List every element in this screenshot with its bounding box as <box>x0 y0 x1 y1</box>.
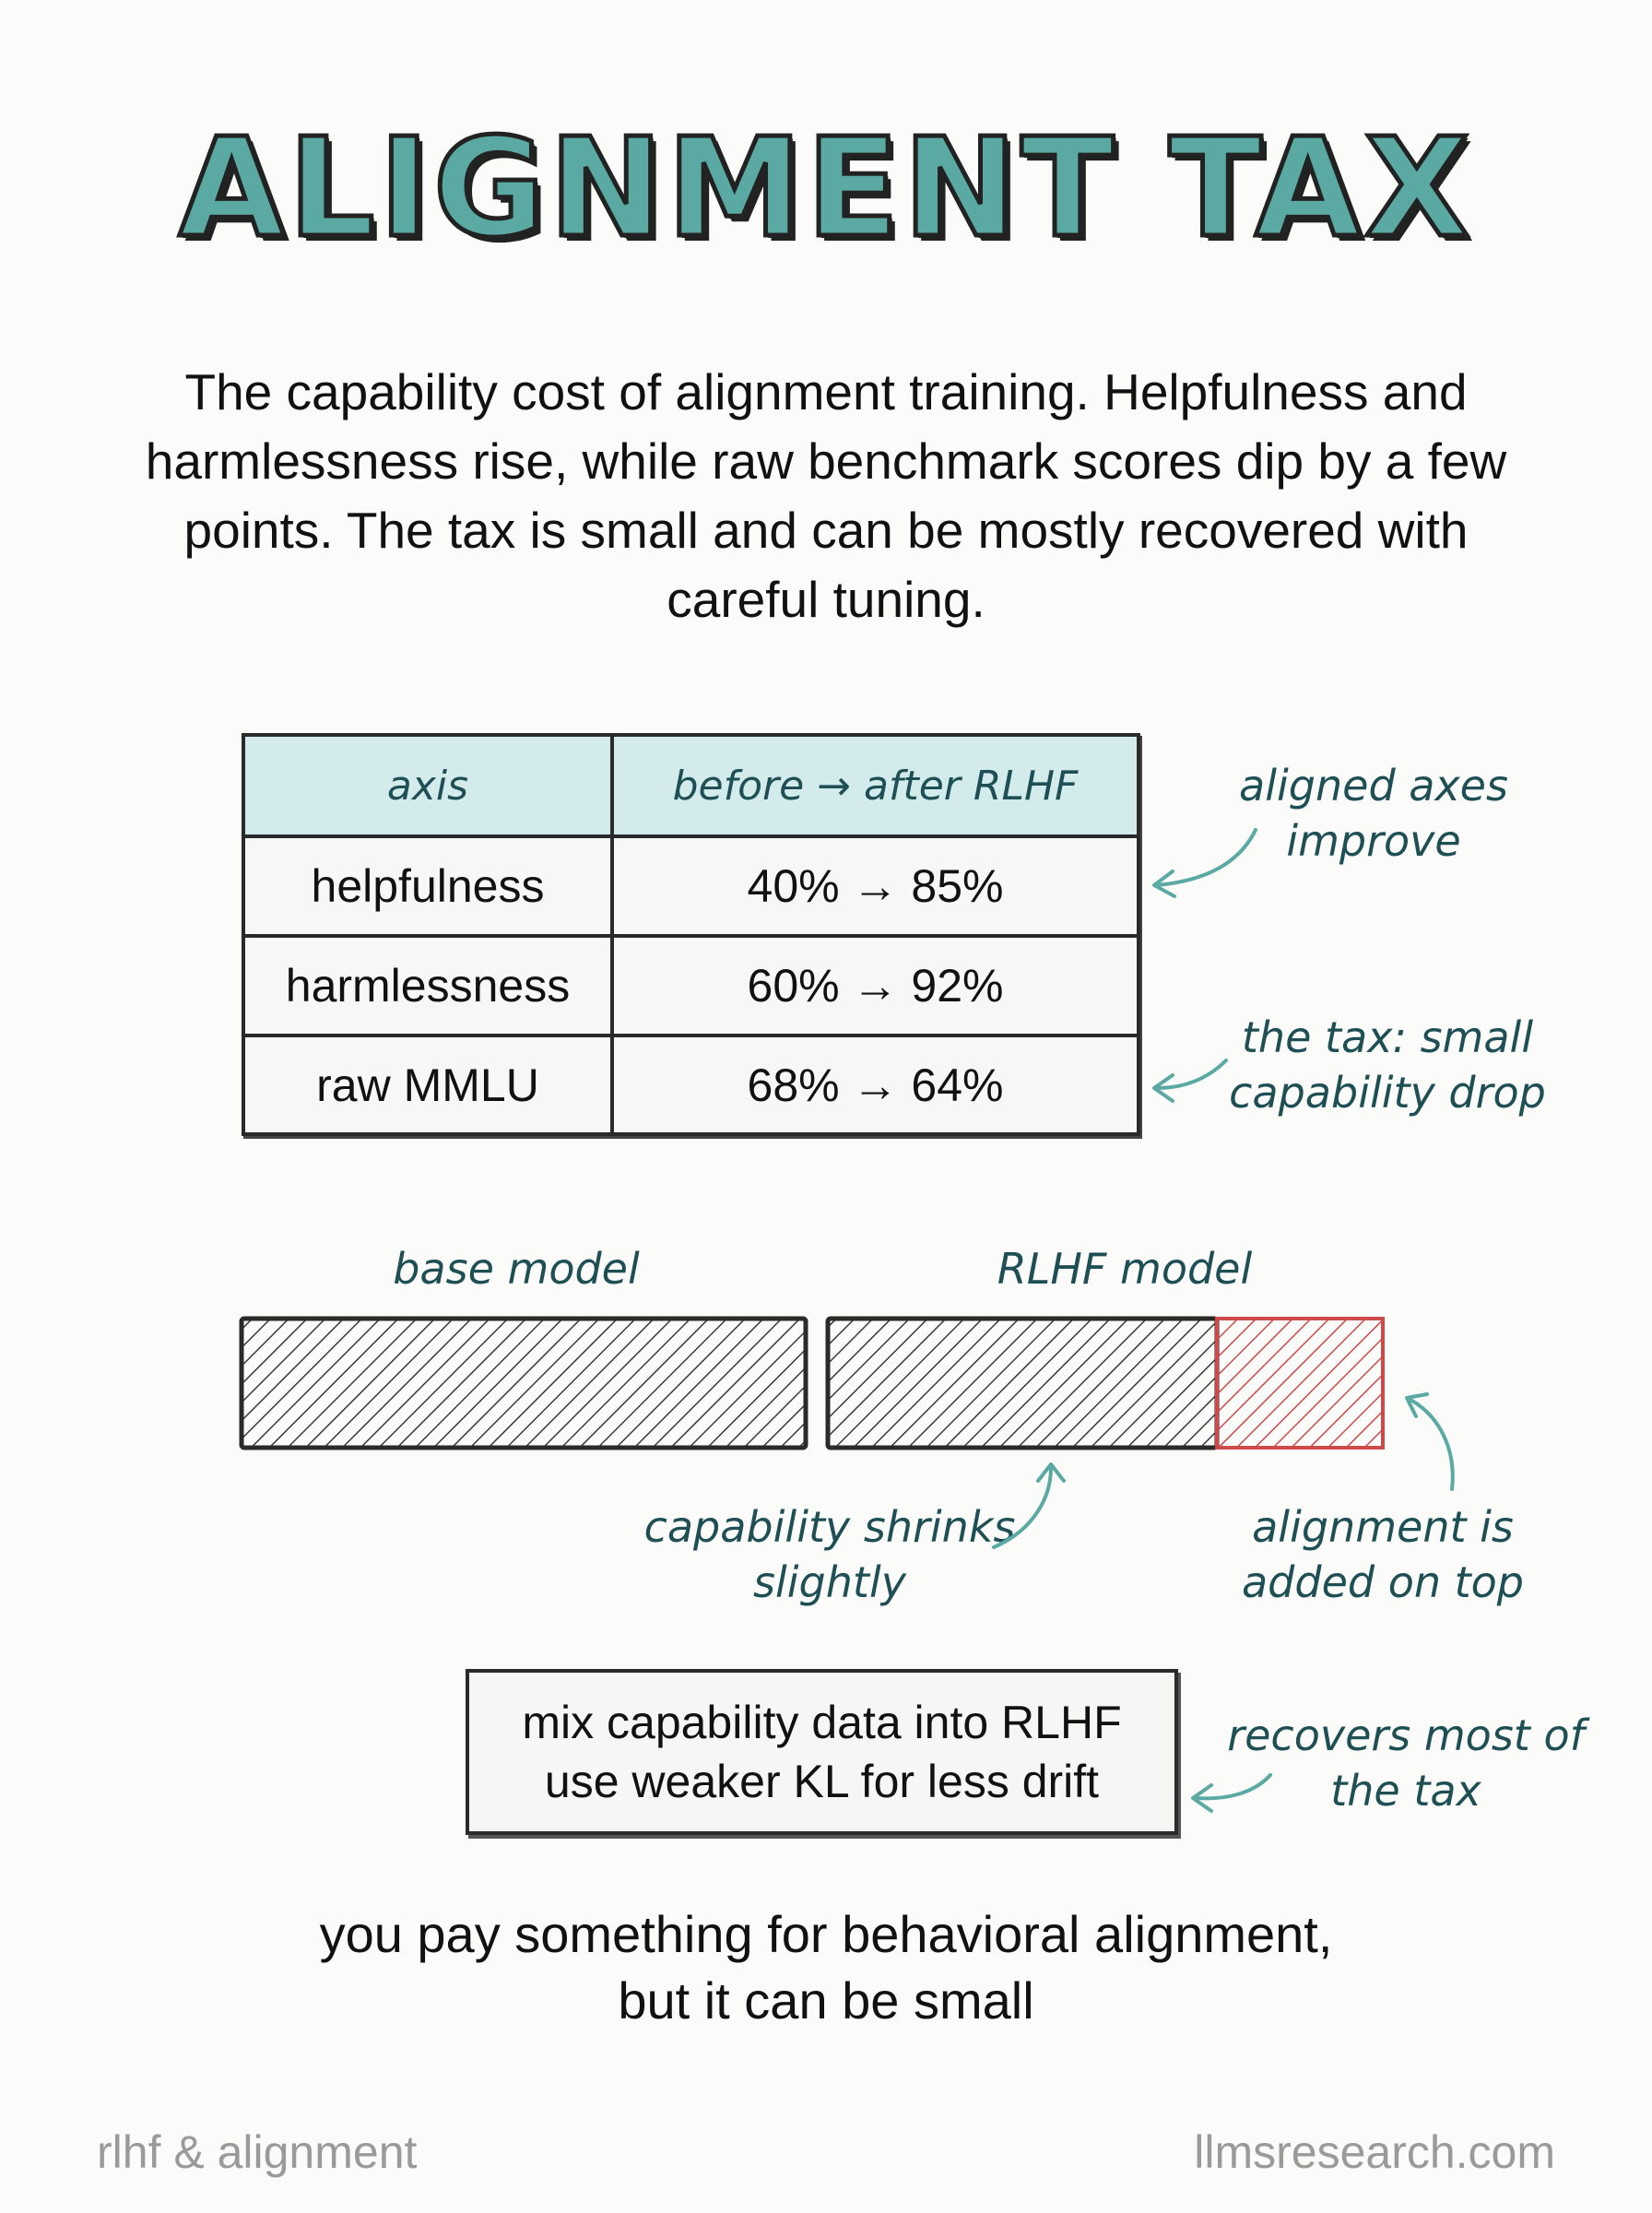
arrow-aligned-axes <box>1155 828 1257 887</box>
base-model-label: base model <box>393 1244 640 1294</box>
rlhf-model-label: RLHF model <box>997 1244 1253 1294</box>
table-cell-change: 40% → 85% <box>747 860 1004 912</box>
table-row: raw MMLU 68% → 64% <box>245 1037 1137 1132</box>
recovery-tips-box: mix capability data into RLHF use weaker… <box>466 1669 1178 1835</box>
intro-paragraph: The capability cost of alignment trainin… <box>145 363 1507 628</box>
table-cell-axis: raw MMLU <box>245 1037 614 1132</box>
rlhf-alignment-segment <box>1215 1317 1385 1450</box>
rlhf-capability-bar <box>825 1316 1220 1450</box>
table-header-change: before → after RLHF <box>672 762 1079 810</box>
footer-site: llmsresearch.com <box>1194 2126 1555 2178</box>
annotation-capability-shrinks: capability shrinks slightly <box>643 1502 1016 1607</box>
arrow-capability-shrinks <box>992 1466 1053 1549</box>
base-model-bar <box>239 1316 808 1450</box>
footer-topic: rlhf & alignment <box>97 2126 418 2178</box>
arrow-recovers <box>1195 1773 1272 1801</box>
arrow-alignment-added <box>1409 1398 1455 1491</box>
annotation-recovers: recovers most of the tax <box>1227 1710 1585 1816</box>
table-row: helpfulness 40% → 85% <box>245 838 1137 938</box>
table-cell-change: 68% → 64% <box>747 1059 1004 1111</box>
annotation-aligned-axes: aligned axes improve <box>1239 761 1508 866</box>
table-cell-axis: helpfulness <box>245 838 614 934</box>
table-cell-axis: harmlessness <box>245 938 614 1034</box>
page-title: ALIGNMENT TAX <box>176 109 1474 267</box>
annotation-tax: the tax: small capability drop <box>1229 1012 1546 1118</box>
table-row: harmlessness 60% → 92% <box>245 938 1137 1037</box>
arrow-tax <box>1155 1059 1228 1090</box>
closing-line-1: you pay something for behavioral alignme… <box>319 1905 1333 1963</box>
annotation-alignment-added: alignment is added on top <box>1241 1502 1524 1607</box>
closing-statement: you pay something for behavioral alignme… <box>138 1901 1514 2034</box>
table-header-axis: axis <box>245 737 614 834</box>
tip-line-2: use weaker KL for less drift <box>544 1756 1100 1807</box>
closing-line-2: but it can be small <box>618 1971 1034 2030</box>
tip-line-1: mix capability data into RLHF <box>522 1697 1122 1748</box>
comparison-table: axis before → after RLHF helpfulness 40%… <box>242 733 1140 1136</box>
table-header-row: axis before → after RLHF <box>245 737 1137 838</box>
table-cell-change: 60% → 92% <box>747 960 1004 1012</box>
